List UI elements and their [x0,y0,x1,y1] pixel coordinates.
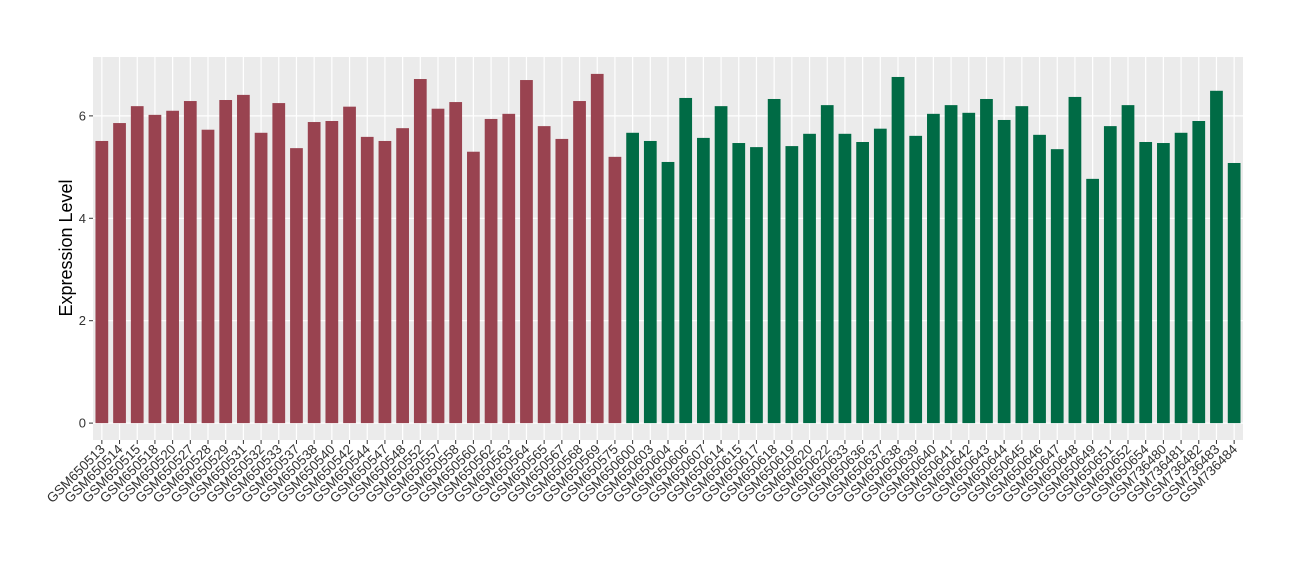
y-tick-label: 2 [79,313,86,328]
bar [1015,106,1029,424]
bar [873,128,887,424]
bar [838,133,852,424]
bar [1068,96,1082,424]
bar [944,105,958,424]
bar [1050,149,1064,424]
y-tick-label: 4 [79,211,86,226]
bar [697,137,710,424]
bar [237,94,250,424]
bar [396,128,409,424]
bar [1227,162,1241,424]
bar [643,140,657,424]
bar [803,133,816,424]
bar [1086,178,1099,424]
y-tick-label: 6 [79,108,86,123]
bar [927,113,940,424]
bar [360,136,374,424]
bar [661,161,675,424]
bar [1033,134,1046,424]
bar [714,106,728,424]
bar [608,156,622,424]
bar [166,110,179,424]
bar [732,143,746,424]
bar [95,140,109,424]
bar [820,105,834,424]
bar [573,101,586,424]
bar [679,97,693,424]
bar [467,151,480,424]
bar [325,121,339,424]
bar [962,112,976,424]
bar [148,114,162,424]
bar [1210,90,1223,424]
bar [980,98,993,424]
bar [290,148,303,424]
bar [183,101,197,424]
bar [856,141,869,424]
bar [307,122,321,424]
bar [431,108,445,424]
bar [909,135,923,424]
bar [785,146,799,424]
bar [1103,126,1117,424]
bar [1174,132,1188,424]
y-tick-label: 0 [79,416,86,431]
bar [130,106,144,424]
bar [343,106,356,424]
bar [378,140,392,424]
bar [626,132,639,424]
bar [502,113,516,424]
bar [254,132,268,424]
bar [484,118,498,424]
bar [1192,121,1206,424]
bar [1121,105,1135,424]
bar [997,119,1011,424]
bar [113,123,126,424]
bar [555,138,569,424]
bar [413,79,427,424]
bar [1157,143,1170,424]
bar [750,147,763,424]
bar [891,76,905,424]
bar [1139,141,1153,424]
bar [520,80,533,424]
bar [272,103,286,424]
y-axis-title: Expression Level [56,179,76,316]
bar [219,100,233,424]
bar [449,102,463,424]
bar [537,126,551,424]
bar [590,73,604,424]
bar [201,129,215,424]
bar [767,98,781,424]
